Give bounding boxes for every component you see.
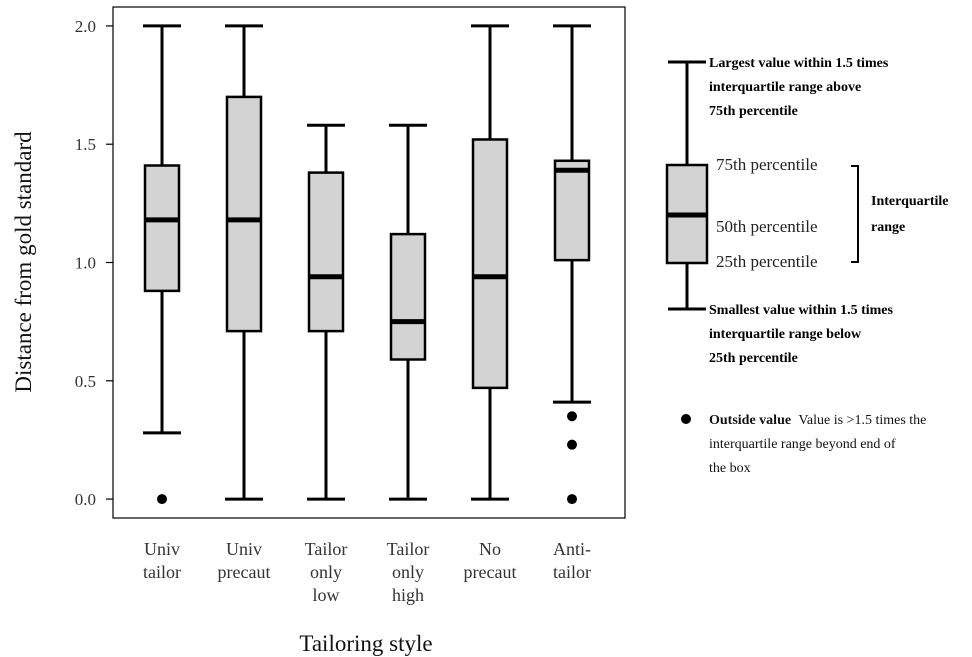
x-category-label: Anti-tailor <box>553 539 591 582</box>
legend-lower-whisker-text: Smallest value within 1.5 times interqua… <box>709 303 896 366</box>
x-category-label: Univ precaut <box>218 539 271 582</box>
box-group <box>143 24 181 505</box>
y-tick-label: 2.0 <box>75 17 96 36</box>
legend-25th-label: 25th percentile <box>716 252 818 271</box>
legend-box-diagram <box>665 60 859 424</box>
plot-frame <box>112 6 626 519</box>
x-category-label: Tailor only high <box>387 539 430 605</box>
legend-upper-whisker-text: Largest value within 1.5 times interquar… <box>709 56 892 119</box>
boxes <box>143 24 591 505</box>
y-axis-title: Distance from gold standard <box>11 131 36 393</box>
y-tick-label: 0.5 <box>75 372 96 391</box>
box-group <box>471 24 509 501</box>
x-category-label: Univ tailor <box>143 539 181 582</box>
y-tick-label: 0.0 <box>75 490 96 509</box>
x-category-label: Tailor only low <box>305 539 348 605</box>
iqr-box <box>389 232 427 361</box>
iqr-box <box>471 138 509 390</box>
iqr-box <box>307 171 345 333</box>
outlier-point <box>567 411 577 422</box>
legend-iqr-text: Interquartile range <box>871 194 952 235</box>
box-group <box>553 24 591 505</box>
box-group <box>307 123 345 501</box>
iqr-box <box>225 95 263 333</box>
legend-50th-label: 50th percentile <box>716 217 818 236</box>
legend-outlier-dot <box>681 414 691 424</box>
outlier-point <box>567 494 577 505</box>
outlier-point <box>567 439 577 450</box>
legend-outside-value-text: Outside value Value is >1.5 times the in… <box>709 413 930 476</box>
box-group <box>389 123 427 501</box>
x-category-label: No precaut <box>464 539 517 582</box>
legend-iqr-bracket <box>851 165 859 263</box>
y-tick-label: 1.0 <box>75 254 96 273</box>
outlier-point <box>157 494 167 505</box>
iqr-box <box>553 159 591 262</box>
iqr-box <box>143 164 181 293</box>
y-axis: 0.0 0.5 1.0 1.5 2.0 <box>75 17 113 509</box>
legend: Largest value within 1.5 times interquar… <box>665 56 952 476</box>
legend-75th-label: 75th percentile <box>716 155 818 174</box>
y-tick-label: 1.5 <box>75 135 96 154</box>
x-axis-title: Tailoring style <box>299 631 432 656</box>
box-group <box>225 24 263 501</box>
x-axis-labels: Univ tailor Univ precaut Tailor only low Tailor… <box>143 539 591 605</box>
